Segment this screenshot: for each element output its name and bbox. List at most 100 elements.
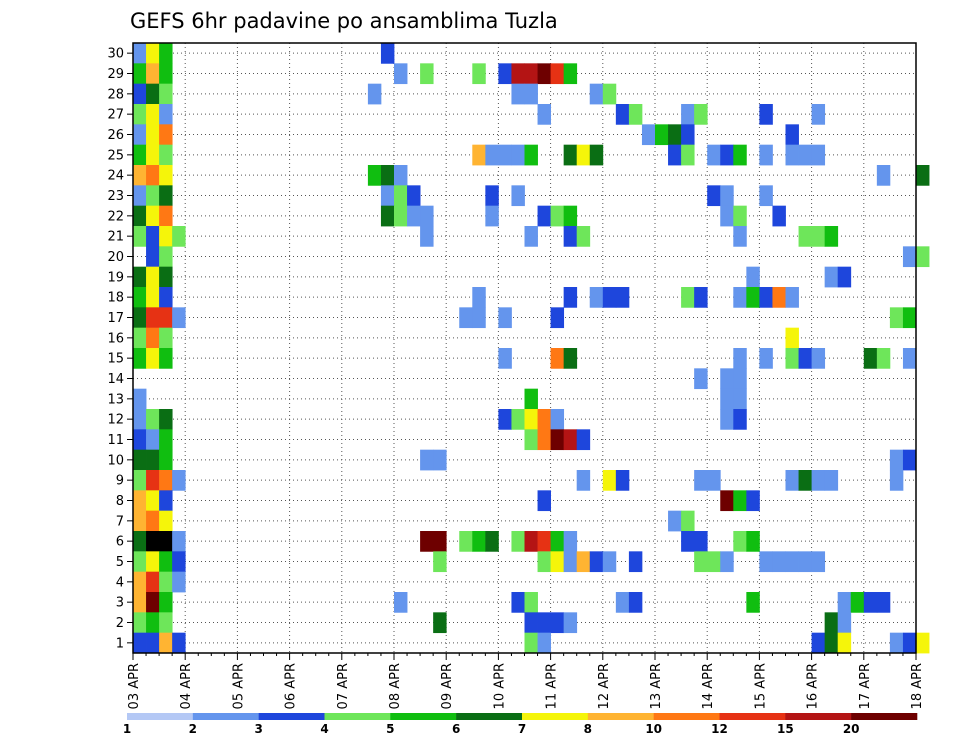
precip-cell bbox=[720, 409, 734, 430]
precip-cell bbox=[146, 409, 160, 430]
chart-title: GEFS 6hr padavine po ansamblima Tuzla bbox=[130, 9, 558, 33]
precip-cell bbox=[550, 409, 565, 430]
precip-cell bbox=[863, 348, 878, 369]
precip-cell bbox=[759, 185, 773, 207]
precip-cell bbox=[681, 531, 695, 552]
precip-cell bbox=[720, 185, 734, 207]
precip-cell bbox=[537, 632, 551, 654]
precip-cell bbox=[133, 551, 147, 573]
precip-cell bbox=[159, 510, 173, 532]
y-tick-label: 14 bbox=[107, 372, 124, 387]
precip-cell bbox=[524, 144, 538, 166]
precip-cell bbox=[133, 531, 147, 552]
precip-cell bbox=[433, 531, 447, 552]
precip-cell bbox=[916, 632, 930, 654]
precip-cell bbox=[159, 571, 173, 593]
y-tick-label: 16 bbox=[107, 331, 124, 346]
precip-cell bbox=[720, 490, 734, 512]
y-tick-label: 19 bbox=[107, 270, 124, 285]
precip-cell bbox=[798, 226, 812, 247]
precip-cell bbox=[159, 226, 173, 247]
precip-cell bbox=[146, 165, 160, 186]
precip-cell bbox=[524, 388, 538, 410]
precip-cell bbox=[146, 307, 160, 329]
precip-cell bbox=[733, 531, 747, 552]
precip-cell bbox=[720, 368, 734, 390]
precip-cell bbox=[655, 124, 669, 146]
precip-cell bbox=[694, 368, 708, 390]
precip-cell bbox=[537, 551, 551, 573]
precip-cell bbox=[498, 409, 512, 430]
precip-cell bbox=[733, 388, 747, 410]
precip-cell bbox=[576, 226, 591, 247]
precip-cell bbox=[824, 470, 839, 491]
precip-cell bbox=[668, 124, 682, 146]
precip-cell bbox=[146, 632, 160, 654]
precip-cell bbox=[563, 429, 578, 451]
precip-cell bbox=[772, 287, 786, 308]
precip-cell bbox=[394, 165, 408, 186]
legend-swatch bbox=[127, 713, 194, 720]
precip-cell bbox=[146, 470, 160, 491]
precip-cell bbox=[798, 551, 812, 573]
precip-cell bbox=[472, 531, 486, 552]
precip-cell bbox=[733, 144, 747, 166]
precip-cell bbox=[550, 63, 565, 85]
precip-cell bbox=[720, 144, 734, 166]
legend-label: 12 bbox=[711, 722, 728, 736]
precip-cell bbox=[759, 104, 773, 125]
precip-cell bbox=[615, 287, 630, 308]
precip-cell bbox=[537, 429, 551, 451]
precip-cell bbox=[146, 205, 160, 227]
legend-label: 2 bbox=[189, 722, 197, 736]
y-tick-label: 22 bbox=[107, 209, 124, 224]
legend-swatch bbox=[851, 713, 918, 720]
precip-cell bbox=[589, 551, 604, 573]
precip-cell bbox=[472, 63, 486, 85]
precip-cell bbox=[433, 551, 447, 573]
precip-cell bbox=[902, 246, 917, 268]
precip-cell bbox=[681, 124, 695, 146]
precip-cell bbox=[602, 470, 617, 491]
precip-cell bbox=[694, 470, 708, 491]
legend-swatch bbox=[192, 713, 259, 720]
precip-cell bbox=[146, 510, 160, 532]
precip-cell bbox=[146, 63, 160, 85]
y-tick-label: 25 bbox=[107, 148, 124, 163]
precip-cell bbox=[746, 287, 760, 308]
precip-cell bbox=[146, 246, 160, 268]
precip-cell bbox=[576, 144, 591, 166]
y-tick-label: 13 bbox=[107, 392, 124, 407]
y-tick-label: 9 bbox=[116, 474, 124, 489]
precip-cell bbox=[863, 592, 878, 613]
precip-cell bbox=[133, 104, 147, 125]
precip-cell bbox=[159, 124, 173, 146]
precip-cell bbox=[902, 449, 917, 471]
precip-cell bbox=[146, 348, 160, 369]
y-tick-label: 7 bbox=[116, 514, 124, 529]
precip-cell bbox=[602, 83, 617, 105]
precip-cell bbox=[133, 165, 147, 186]
precip-cell bbox=[733, 287, 747, 308]
precip-cell bbox=[837, 612, 852, 634]
precip-cell bbox=[159, 490, 173, 512]
precipitation-cells bbox=[133, 43, 930, 654]
precip-cell bbox=[524, 632, 538, 654]
precip-cell bbox=[133, 429, 147, 451]
precip-cell bbox=[707, 470, 721, 491]
precip-cell bbox=[524, 612, 538, 634]
precip-cell bbox=[159, 327, 173, 349]
x-tick-label: 06 APR bbox=[284, 663, 299, 709]
precip-cell bbox=[133, 83, 147, 105]
precip-cell bbox=[133, 226, 147, 247]
precip-cell bbox=[159, 551, 173, 573]
precip-cell bbox=[133, 490, 147, 512]
precip-cell bbox=[133, 287, 147, 308]
y-tick-label: 1 bbox=[116, 636, 124, 651]
precip-cell bbox=[159, 63, 173, 85]
precip-cell bbox=[524, 226, 538, 247]
precip-cell bbox=[563, 531, 578, 552]
precip-cell bbox=[733, 409, 747, 430]
precip-cell bbox=[159, 348, 173, 369]
